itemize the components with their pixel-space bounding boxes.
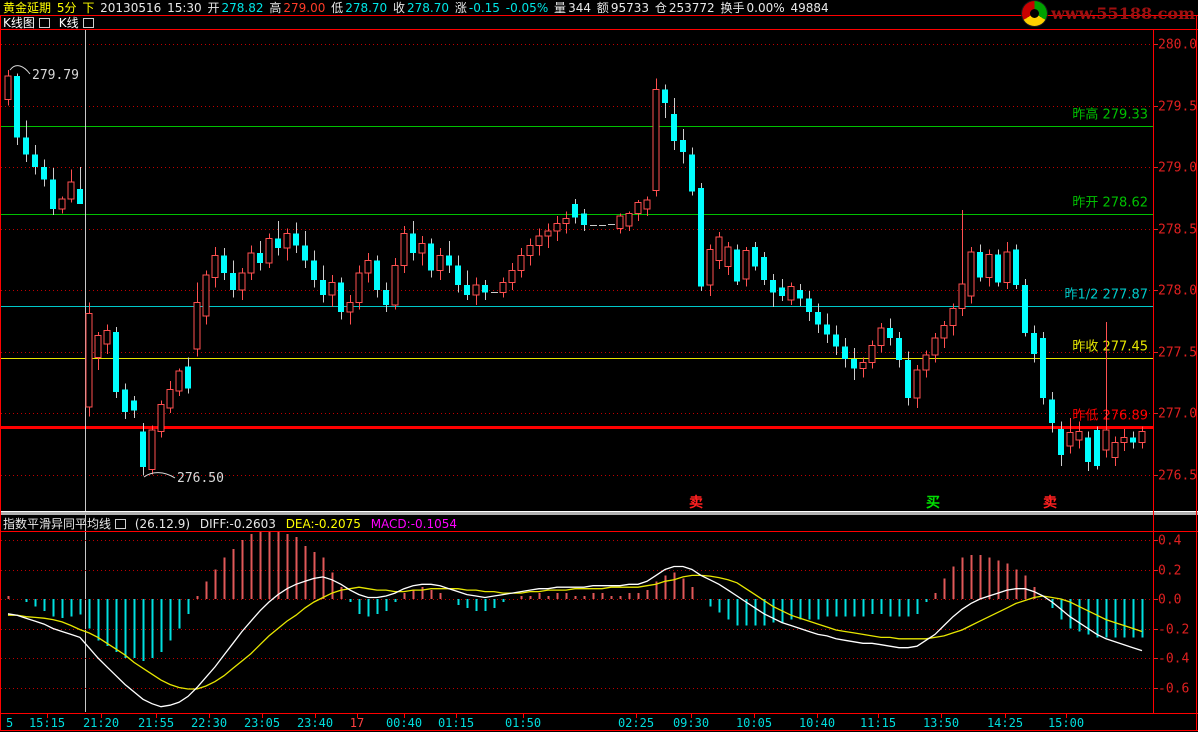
svg-text:0.4: 0.4 <box>1158 534 1182 549</box>
dea-value: DEA:-0.2075 <box>285 517 361 531</box>
bar-date: 20130516 <box>100 1 162 15</box>
session-label: 下 <box>82 1 95 15</box>
turnover-label: 换手 <box>720 1 745 15</box>
time-axis-label: 09:30 <box>672 716 710 730</box>
time-axis-label: 02:25 <box>617 716 655 730</box>
open-value: 278.82 <box>221 1 264 15</box>
svg-text:卖: 卖 <box>689 494 703 511</box>
volume-value: 344 <box>568 1 591 15</box>
time-axis-label: 14:25 <box>986 716 1024 730</box>
svg-text:279.00: 279.00 <box>1158 161 1198 176</box>
svg-text:0.0: 0.0 <box>1158 593 1181 608</box>
open-label: 开 <box>207 1 220 15</box>
time-axis-label: 21:55 <box>137 716 175 730</box>
window-box-icon[interactable] <box>82 18 94 28</box>
time-axis-label: 15:15 <box>28 716 66 730</box>
instrument-name: 黄金延期 <box>3 1 52 15</box>
change-value: -0.15 <box>468 1 500 15</box>
chart-type-label[interactable]: K线图 <box>3 16 35 30</box>
site-logo-icon <box>1022 1 1048 26</box>
change-pct-value: -0.05% <box>505 1 549 15</box>
extra-number: 49884 <box>790 1 829 15</box>
time-axis-label: 01:50 <box>504 716 542 730</box>
macd-value: MACD:-0.1054 <box>370 517 458 531</box>
svg-text:0.2: 0.2 <box>1158 564 1181 579</box>
svg-text:277.50: 277.50 <box>1158 346 1198 361</box>
volume-label: 量 <box>554 1 567 15</box>
time-axis-label: 23:05 <box>243 716 281 730</box>
time-axis-label: 13:50 <box>922 716 960 730</box>
svg-text:276.50: 276.50 <box>1158 469 1198 484</box>
macd-header: 指数平滑异同平均线 (26.12.9) DIFF:-0.2603 DEA:-0.… <box>3 515 463 532</box>
open-interest-label: 仓 <box>654 1 667 15</box>
svg-text:277.00: 277.00 <box>1158 407 1198 422</box>
svg-text:-0.2: -0.2 <box>1158 623 1189 638</box>
window-box-icon[interactable] <box>38 18 50 28</box>
time-axis-label: 21:20 <box>82 716 120 730</box>
macd-params: (26.12.9) <box>134 517 191 531</box>
open-interest-value: 253772 <box>668 1 715 15</box>
watermark-text: www.55188.com <box>1051 4 1195 23</box>
time-axis-label: 17 <box>349 716 365 730</box>
change-label: 涨 <box>454 1 467 15</box>
svg-text:卖: 卖 <box>1043 494 1057 511</box>
chart-toolbar: K线图 K线 <box>3 16 99 30</box>
svg-text:278.50: 278.50 <box>1158 223 1198 238</box>
time-axis-label: 00:40 <box>385 716 423 730</box>
time-axis-label: 22:30 <box>190 716 228 730</box>
time-axis-label: 01:15 <box>437 716 475 730</box>
period-label[interactable]: 5分 <box>56 1 77 15</box>
watermark: www.55188.com <box>1022 1 1195 26</box>
high-value: 279.00 <box>283 1 326 15</box>
svg-text:昨收 277.45: 昨收 277.45 <box>1072 340 1148 355</box>
time-axis-label: 10:05 <box>735 716 773 730</box>
overlay-label[interactable]: K线 <box>58 16 79 30</box>
low-value: 278.70 <box>345 1 388 15</box>
svg-text:279.79: 279.79 <box>32 68 79 83</box>
macd-indicator-name[interactable]: 指数平滑异同平均线 <box>3 517 112 531</box>
svg-text:买: 买 <box>926 495 940 511</box>
svg-text:昨低 276.89: 昨低 276.89 <box>1072 409 1148 424</box>
time-axis-label: 11:15 <box>859 716 897 730</box>
svg-text:279.50: 279.50 <box>1158 100 1198 115</box>
svg-text:-0.4: -0.4 <box>1158 652 1189 667</box>
time-axis-label: 5 <box>6 716 14 730</box>
low-label: 低 <box>331 1 344 15</box>
svg-text:-0.6: -0.6 <box>1158 682 1189 697</box>
svg-text:278.00: 278.00 <box>1158 284 1198 299</box>
window-box-icon[interactable] <box>115 519 127 529</box>
close-label: 收 <box>393 1 406 15</box>
time-axis-label: 23:40 <box>296 716 334 730</box>
svg-text:昨高 279.33: 昨高 279.33 <box>1072 107 1148 123</box>
close-value: 278.70 <box>407 1 450 15</box>
svg-text:280.00: 280.00 <box>1158 38 1198 53</box>
svg-text:昨1/2 277.87: 昨1/2 277.87 <box>1064 288 1148 303</box>
time-axis-label: 15:00 <box>1047 716 1085 730</box>
title-bar: 黄金延期 5分 下 20130516 15:30 开 278.82 高 279.00… <box>3 1 831 15</box>
time-axis[interactable]: 5 15:15 21:20 21:55 22:30 23:05 23:40 17 00:40 01… <box>0 716 1198 731</box>
time-axis-label: 10:40 <box>798 716 836 730</box>
high-label: 高 <box>269 1 282 15</box>
svg-text:276.50: 276.50 <box>177 471 224 486</box>
diff-value: DIFF:-0.2603 <box>199 517 276 531</box>
amount-label: 额 <box>596 1 609 15</box>
turnover-value: 0.00% <box>746 1 785 15</box>
svg-text:昨开 278.62: 昨开 278.62 <box>1072 196 1148 211</box>
bar-time: 15:30 <box>167 1 202 15</box>
amount-value: 95733 <box>610 1 649 15</box>
